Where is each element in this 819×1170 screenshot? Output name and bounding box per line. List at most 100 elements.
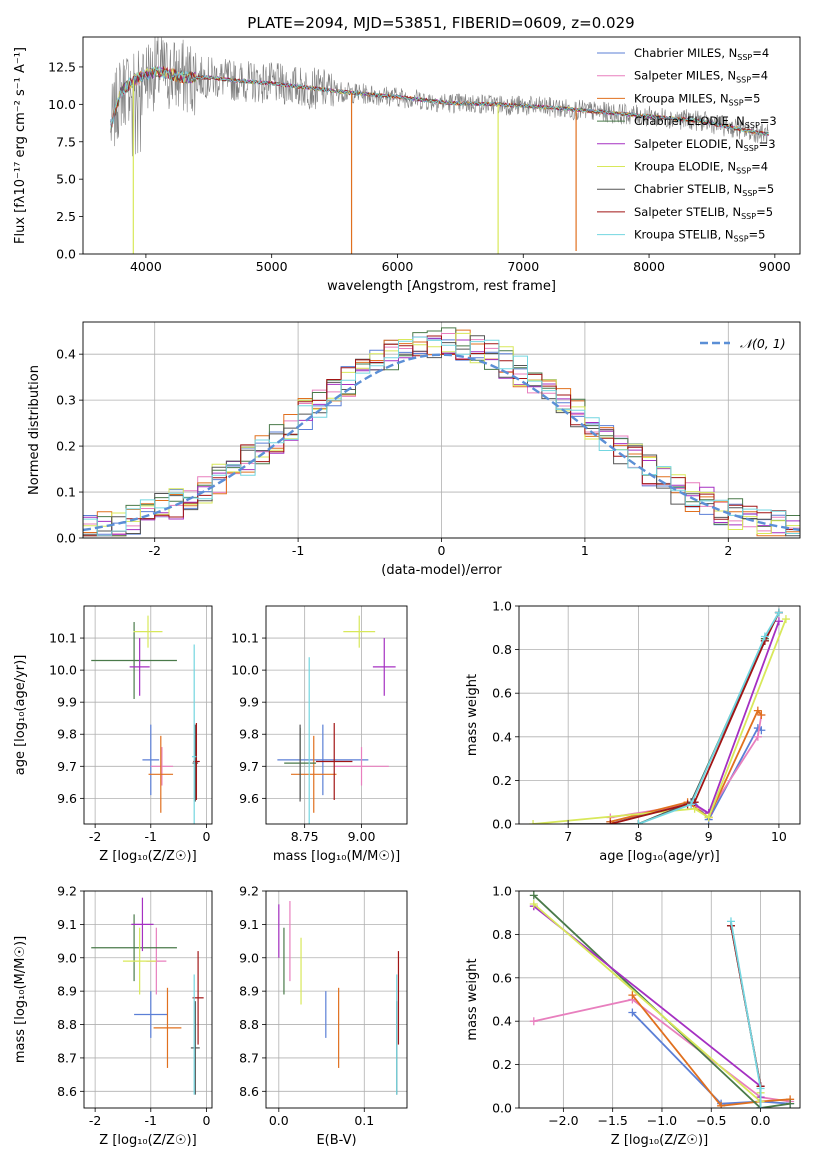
data-marker — [628, 1008, 637, 1017]
y-tick-label: 0.8 — [492, 642, 512, 657]
figure-title: PLATE=2094, MJD=53851, FIBERID=0609, z=0… — [247, 14, 634, 32]
y-tick-label: 9.8 — [57, 727, 77, 742]
x-tick-label: 10 — [771, 829, 787, 844]
y-tick-label: 8.9 — [57, 984, 77, 999]
y-tick-label: 9.1 — [239, 917, 259, 932]
y-axis-label: age [log₁₀(age/yr)] — [13, 655, 28, 776]
axes-frame — [82, 321, 801, 539]
errorbar-point-salpeter-miles — [334, 747, 389, 786]
y-tick-label: 9.9 — [239, 695, 259, 710]
y-tick-label: 5.0 — [56, 172, 76, 187]
y-tick-label: 9.0 — [239, 950, 259, 965]
errorbar-point-kroupa-elodie — [122, 927, 157, 995]
x-axis-label: Z [log₁₀(Z/Z☉)] — [99, 1133, 196, 1148]
x-tick-label: 0 — [438, 543, 446, 558]
legend-entry: Chabrier ELODIE, NSSP=3 — [634, 114, 777, 130]
mass-weight-vs-metallicity-panel: −2.0 −1.5 −1.0 −0.5 0.0 0.0 0.2 0.4 0.6 0.8 1.0 Z [… — [465, 884, 801, 1148]
legend-entry: Salpeter STELIB, NSSP=5 — [634, 205, 773, 221]
x-tick-label: 0.1 — [354, 1113, 374, 1128]
data-marker — [529, 820, 538, 824]
x-axis-label: mass [log₁₀(M/M☉)] — [273, 849, 400, 864]
y-tick-label: 9.6 — [57, 791, 77, 806]
y-tick-label: 0.2 — [492, 1057, 512, 1072]
errorbar-point-chabrier-miles — [142, 724, 160, 796]
y-tick-label: 2.5 — [56, 209, 76, 224]
x-tick-label: 9.00 — [348, 829, 376, 844]
legend-entry: Salpeter ELODIE, NSSP=3 — [634, 137, 776, 153]
y-tick-label: 0.4 — [56, 347, 76, 362]
y-axis-label: Flux [fλ10⁻¹⁷ erg cm⁻² s⁻¹ A⁻¹] — [13, 47, 28, 244]
legend-entry: 𝒩(0, 1) — [740, 336, 786, 351]
x-tick-label: -1 — [145, 829, 157, 844]
y-tick-label: 0.6 — [492, 970, 512, 985]
plot-area — [277, 615, 396, 824]
legend-entry: Chabrier MILES, NSSP=4 — [634, 46, 769, 62]
mass-vs-ebv-panel: 0.0 0.1 8.6 8.7 8.8 8.9 9.0 9.1 9.2 E(B-V) — [239, 884, 408, 1148]
y-tick-label: 7.5 — [56, 134, 76, 149]
x-tick-label: 0.0 — [751, 1113, 771, 1128]
y-tick-label: 8.8 — [239, 1017, 259, 1032]
errorbar-point-kroupa-miles — [291, 735, 337, 813]
plot-area — [278, 901, 400, 1095]
y-tick-label: 8.8 — [57, 1017, 77, 1032]
errorbar-point-salpeter-elodie — [131, 897, 154, 952]
data-marker — [687, 800, 696, 809]
axes-frame — [83, 605, 213, 825]
y-tick-label: 10.1 — [49, 631, 77, 646]
data-marker — [774, 617, 783, 626]
axes-frame — [265, 605, 408, 825]
data-marker — [529, 900, 538, 909]
legend-entry: Kroupa MILES, NSSP=5 — [634, 91, 760, 107]
data-marker — [606, 820, 615, 824]
x-tick-label: −1.0 — [647, 1113, 677, 1128]
legend-entry: Salpeter MILES, NSSP=4 — [634, 69, 768, 85]
y-tick-label: 0.4 — [492, 729, 512, 744]
errorbar-point-salpeter-elodie — [129, 638, 150, 696]
data-marker — [634, 820, 643, 824]
x-tick-label: 0.0 — [269, 1113, 289, 1128]
y-tick-label: 0.0 — [56, 247, 76, 262]
axes-frame — [82, 36, 801, 255]
y-axis-label: Normed distribution — [27, 365, 42, 495]
x-tick-label: −0.5 — [696, 1113, 726, 1128]
residuals-panel: -2 -1 0 1 2 0.0 0.1 0.2 0.3 0.4 (data-model)/error… — [27, 321, 801, 578]
x-axis-label: E(B-V) — [316, 1133, 356, 1148]
y-tick-label: 8.7 — [239, 1050, 259, 1065]
y-tick-label: 0.0 — [492, 817, 512, 832]
data-marker — [529, 891, 538, 900]
x-axis-label: wavelength [Angstrom, rest frame] — [327, 279, 556, 294]
x-tick-label: −2.0 — [548, 1113, 578, 1128]
errorbar-point-kroupa-elodie — [343, 615, 376, 648]
y-tick-label: 8.7 — [57, 1050, 77, 1065]
y-tick-label: 0.8 — [492, 927, 512, 942]
x-axis-label: (data-model)/error — [381, 563, 502, 578]
errorbar-point-salpeter-miles — [150, 747, 174, 786]
data-marker — [753, 732, 762, 741]
plot-area — [529, 608, 790, 824]
errorbar-point-salpeter-stelib — [316, 723, 353, 800]
y-tick-label: 0.0 — [492, 1101, 512, 1116]
plot-area — [91, 897, 204, 1095]
data-marker — [774, 608, 783, 617]
x-axis-label: Z [log₁₀(Z/Z☉)] — [99, 849, 196, 864]
data-marker — [628, 991, 637, 1000]
x-tick-label: 8 — [634, 829, 642, 844]
spectrum-legend: Chabrier MILES, NSSP=4 Salpeter MILES, NS… — [597, 46, 777, 244]
y-tick-label: 8.9 — [239, 984, 259, 999]
data-marker — [756, 1104, 765, 1108]
x-tick-label: 4000 — [130, 259, 162, 274]
y-tick-label: 8.6 — [57, 1084, 77, 1099]
y-axis-label: mass weight — [465, 958, 480, 1040]
x-tick-label: −1.5 — [597, 1113, 627, 1128]
y-tick-label: 9.1 — [57, 917, 77, 932]
errorbar-point-chabrier-stelib — [190, 1001, 200, 1095]
data-marker — [726, 917, 735, 926]
data-marker — [760, 632, 769, 641]
errorbar-point-kroupa-miles — [153, 987, 182, 1068]
y-tick-label: 1.0 — [492, 884, 512, 899]
data-marker — [717, 1101, 726, 1108]
data-marker — [786, 1099, 795, 1108]
y-axis-label: mass [log₁₀(M/M☉)] — [13, 936, 28, 1063]
model-spectrum-kroupa-stelib — [110, 65, 769, 137]
x-tick-label: 6000 — [382, 259, 414, 274]
